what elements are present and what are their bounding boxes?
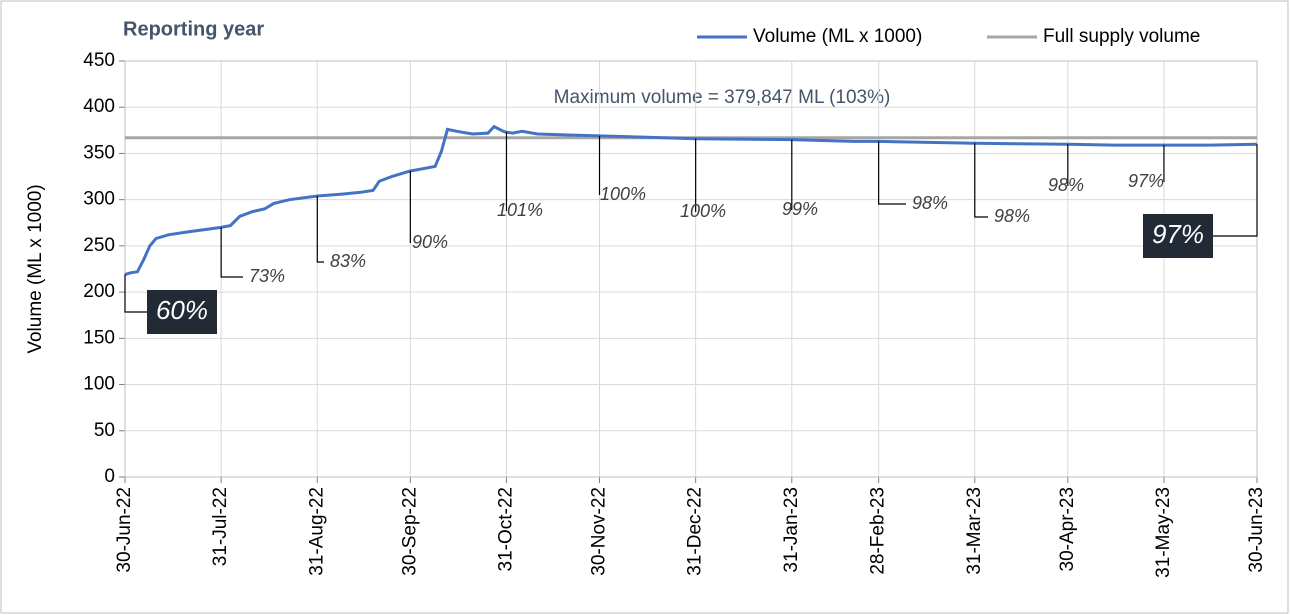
point-label: 60% <box>156 295 208 325</box>
x-tick-label: 30-Apr-23 <box>1057 487 1078 572</box>
x-tick-label: 28-Feb-23 <box>868 487 889 575</box>
point-label: 98% <box>1048 175 1084 195</box>
label-box <box>147 290 217 334</box>
point-label: 73% <box>249 266 285 286</box>
plot-border <box>124 60 1258 478</box>
max-annotation: Maximum volume = 379,847 ML (103%) <box>554 87 891 108</box>
point-label: 100% <box>600 184 646 204</box>
x-tick-label: 31-Dec-22 <box>685 487 706 576</box>
point-label: 99% <box>782 199 818 219</box>
x-tick-label: 31-Jul-22 <box>210 487 231 566</box>
legend-label: Full supply volume <box>1043 26 1200 47</box>
y-tick-label: 0 <box>104 466 115 487</box>
leader-line <box>316 195 324 263</box>
x-tick-label: 31-Aug-22 <box>306 487 327 576</box>
label-box <box>1143 214 1213 258</box>
x-tick-label: 30-Nov-22 <box>589 487 610 576</box>
x-tick-label: 31-Mar-23 <box>964 487 985 575</box>
point-label: 97% <box>1152 219 1204 249</box>
x-tick-label: 31-May-23 <box>1153 487 1174 578</box>
legend-label: Volume (ML x 1000) <box>753 26 922 47</box>
y-tick-label: 150 <box>83 327 115 348</box>
leader-line <box>974 143 988 218</box>
x-tick-label: 30-Jun-23 <box>1246 487 1267 573</box>
y-tick-label: 350 <box>83 142 115 163</box>
leader-line <box>220 227 243 278</box>
point-label: 83% <box>330 251 366 271</box>
x-tick-label: 30-Jun-22 <box>114 487 135 573</box>
leader-line <box>1213 144 1258 237</box>
y-tick-label: 450 <box>83 50 115 71</box>
point-label: 98% <box>912 193 948 213</box>
leader-line <box>878 141 906 205</box>
point-label: 98% <box>994 206 1030 226</box>
point-label: 97% <box>1128 171 1164 191</box>
volume-line <box>124 124 1258 276</box>
y-tick-label: 300 <box>83 189 115 210</box>
y-tick-label: 100 <box>83 374 115 395</box>
y-tick-label: 250 <box>83 235 115 256</box>
y-tick-label: 50 <box>94 420 115 441</box>
y-axis-label: Volume (ML x 1000) <box>25 184 46 353</box>
point-label: 100% <box>680 201 726 221</box>
point-label: 90% <box>412 232 448 252</box>
chart-title: Reporting year <box>123 18 264 40</box>
y-tick-label: 200 <box>83 281 115 302</box>
x-tick-label: 31-Oct-22 <box>495 487 516 571</box>
point-label: 101% <box>497 200 543 220</box>
leader-line <box>124 274 147 313</box>
y-tick-label: 400 <box>83 96 115 117</box>
x-tick-label: 30-Sep-22 <box>399 487 420 576</box>
x-tick-label: 31-Jan-23 <box>781 487 802 573</box>
